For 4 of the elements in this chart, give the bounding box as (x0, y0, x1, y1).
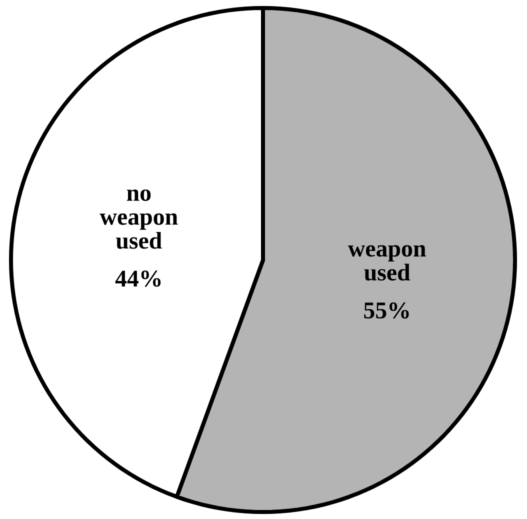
slice-label: no weapon used (100, 189, 178, 249)
slice-label: weapon used (348, 245, 426, 281)
data-label: 55% (364, 302, 409, 319)
data-label: 44% (115, 270, 161, 287)
